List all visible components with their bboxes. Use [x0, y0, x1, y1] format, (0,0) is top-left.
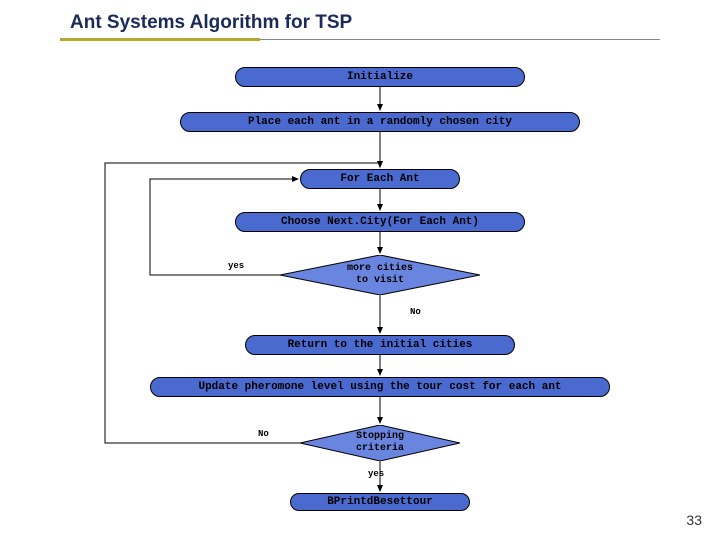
- flowchart-step-update: Update pheromone level using the tour co…: [150, 377, 610, 397]
- flowchart-step-initialize: Initialize: [235, 67, 525, 87]
- flowchart: Initialize Place each ant in a randomly c…: [0, 55, 720, 535]
- edge-label-no-stop: No: [258, 429, 269, 439]
- flowchart-decision-label-stopping: Stoppingcriteria: [356, 431, 404, 455]
- edge-label-yes-more: yes: [228, 261, 244, 271]
- flowchart-step-return_init: Return to the initial cities: [245, 335, 515, 355]
- edge-label-yes-stop: yes: [368, 469, 384, 479]
- edge-label-no-more: No: [410, 307, 421, 317]
- flowchart-step-print: BPrintdBesettour: [290, 493, 470, 511]
- flowchart-step-choose: Choose Next.City(For Each Ant): [235, 212, 525, 232]
- page-number: 33: [686, 512, 702, 528]
- flowchart-step-for_each: For Each Ant: [300, 169, 460, 189]
- page-title: Ant Systems Algorithm for TSP: [60, 12, 660, 34]
- flowchart-step-place: Place each ant in a randomly chosen city: [180, 112, 580, 132]
- flowchart-decision-label-more_cities: more citiesto visit: [347, 263, 413, 287]
- title-underline: [60, 38, 660, 42]
